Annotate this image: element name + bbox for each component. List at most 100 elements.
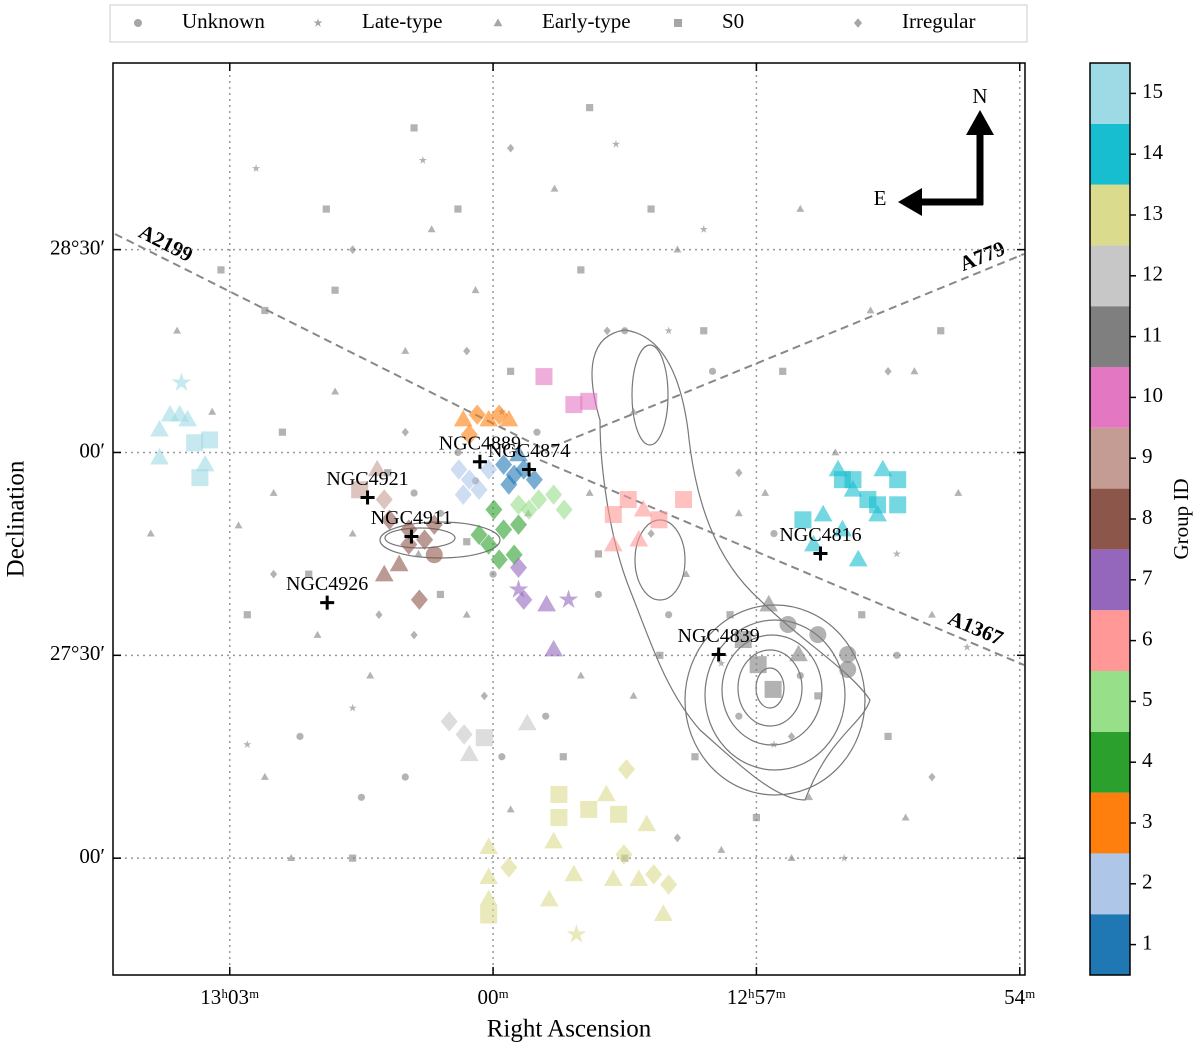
point <box>594 590 603 599</box>
point <box>380 509 398 531</box>
point <box>287 854 296 862</box>
y-tick-label: 27°30′ <box>50 641 105 665</box>
point <box>735 468 743 478</box>
colorbar-tick-label: 8 <box>1142 505 1153 529</box>
point <box>495 519 513 540</box>
contour <box>634 519 686 601</box>
y-tick-label: 28°30′ <box>50 235 105 259</box>
annotation-marker <box>404 529 419 544</box>
point <box>418 156 427 164</box>
point <box>858 611 866 619</box>
point <box>436 509 445 517</box>
point <box>515 589 533 610</box>
legend-box <box>109 4 1028 43</box>
point <box>545 484 563 505</box>
point <box>673 245 682 253</box>
direction-label: A779 <box>956 236 1008 276</box>
compass: N E <box>874 84 994 216</box>
point <box>401 346 410 354</box>
point <box>416 529 434 550</box>
point <box>550 785 568 803</box>
point <box>884 367 892 376</box>
point <box>580 392 598 410</box>
direction-line <box>114 233 541 448</box>
colorbar-segment <box>1090 610 1130 671</box>
compass-label: E <box>874 186 887 210</box>
point <box>401 773 409 781</box>
point <box>367 459 387 477</box>
contour <box>591 329 871 801</box>
annotation-marker <box>320 595 335 610</box>
point <box>454 205 462 213</box>
point <box>440 711 458 732</box>
legend-marker <box>313 18 323 27</box>
point <box>479 889 499 907</box>
annotation-label: NGC4839 <box>678 625 760 647</box>
contour <box>737 649 803 727</box>
point <box>348 703 357 712</box>
point <box>647 205 655 213</box>
point <box>410 589 428 610</box>
point <box>654 904 673 921</box>
point <box>544 639 563 657</box>
point <box>717 659 726 667</box>
point <box>463 538 471 546</box>
point <box>471 286 480 294</box>
colorbar-tick-label: 15 <box>1142 79 1163 103</box>
y-axis-label: Declination <box>3 460 30 577</box>
compass-label: N <box>972 84 987 108</box>
colorbar-segment <box>1090 488 1130 550</box>
point <box>490 404 508 425</box>
point <box>479 409 499 427</box>
colorbar-tick-label: 7 <box>1142 566 1153 590</box>
legend-label: S0 <box>722 9 744 33</box>
point <box>535 368 553 386</box>
annotation-marker <box>711 647 726 662</box>
point <box>585 488 594 496</box>
point <box>410 630 418 640</box>
point <box>691 753 699 761</box>
point <box>576 671 585 679</box>
direction-line <box>539 253 1025 453</box>
point <box>261 306 269 315</box>
point <box>752 813 761 822</box>
point <box>475 729 493 747</box>
point <box>260 772 269 780</box>
point <box>884 732 892 741</box>
point <box>566 924 587 943</box>
point <box>500 857 518 878</box>
point <box>322 205 330 213</box>
point <box>384 469 392 477</box>
point <box>577 266 585 274</box>
point <box>499 409 519 427</box>
compass-arrow <box>966 110 994 135</box>
cluster-directions <box>114 233 1025 666</box>
point <box>349 245 357 254</box>
colorbar-label: Group ID <box>1169 478 1193 559</box>
colorbar-tick-label: 2 <box>1142 870 1153 894</box>
annotation-label: NGC4816 <box>779 524 861 546</box>
point <box>533 428 541 436</box>
point <box>673 833 682 843</box>
point <box>779 615 797 633</box>
point <box>700 327 708 335</box>
point <box>565 396 583 414</box>
point <box>603 326 611 336</box>
point <box>436 590 445 599</box>
colorbar-segment <box>1090 306 1130 367</box>
point <box>789 644 808 662</box>
point <box>586 104 594 112</box>
point <box>892 549 901 558</box>
y-tick-label: 00′ <box>79 438 105 462</box>
point <box>873 459 893 477</box>
point <box>480 459 498 480</box>
point <box>611 139 621 148</box>
point <box>510 557 528 578</box>
point <box>425 546 443 564</box>
point <box>962 642 972 651</box>
point <box>559 753 567 761</box>
colorbar-tick-label: 10 <box>1142 383 1163 407</box>
point <box>550 184 559 192</box>
x-tick-label: 54ᵐ <box>1004 985 1035 1009</box>
